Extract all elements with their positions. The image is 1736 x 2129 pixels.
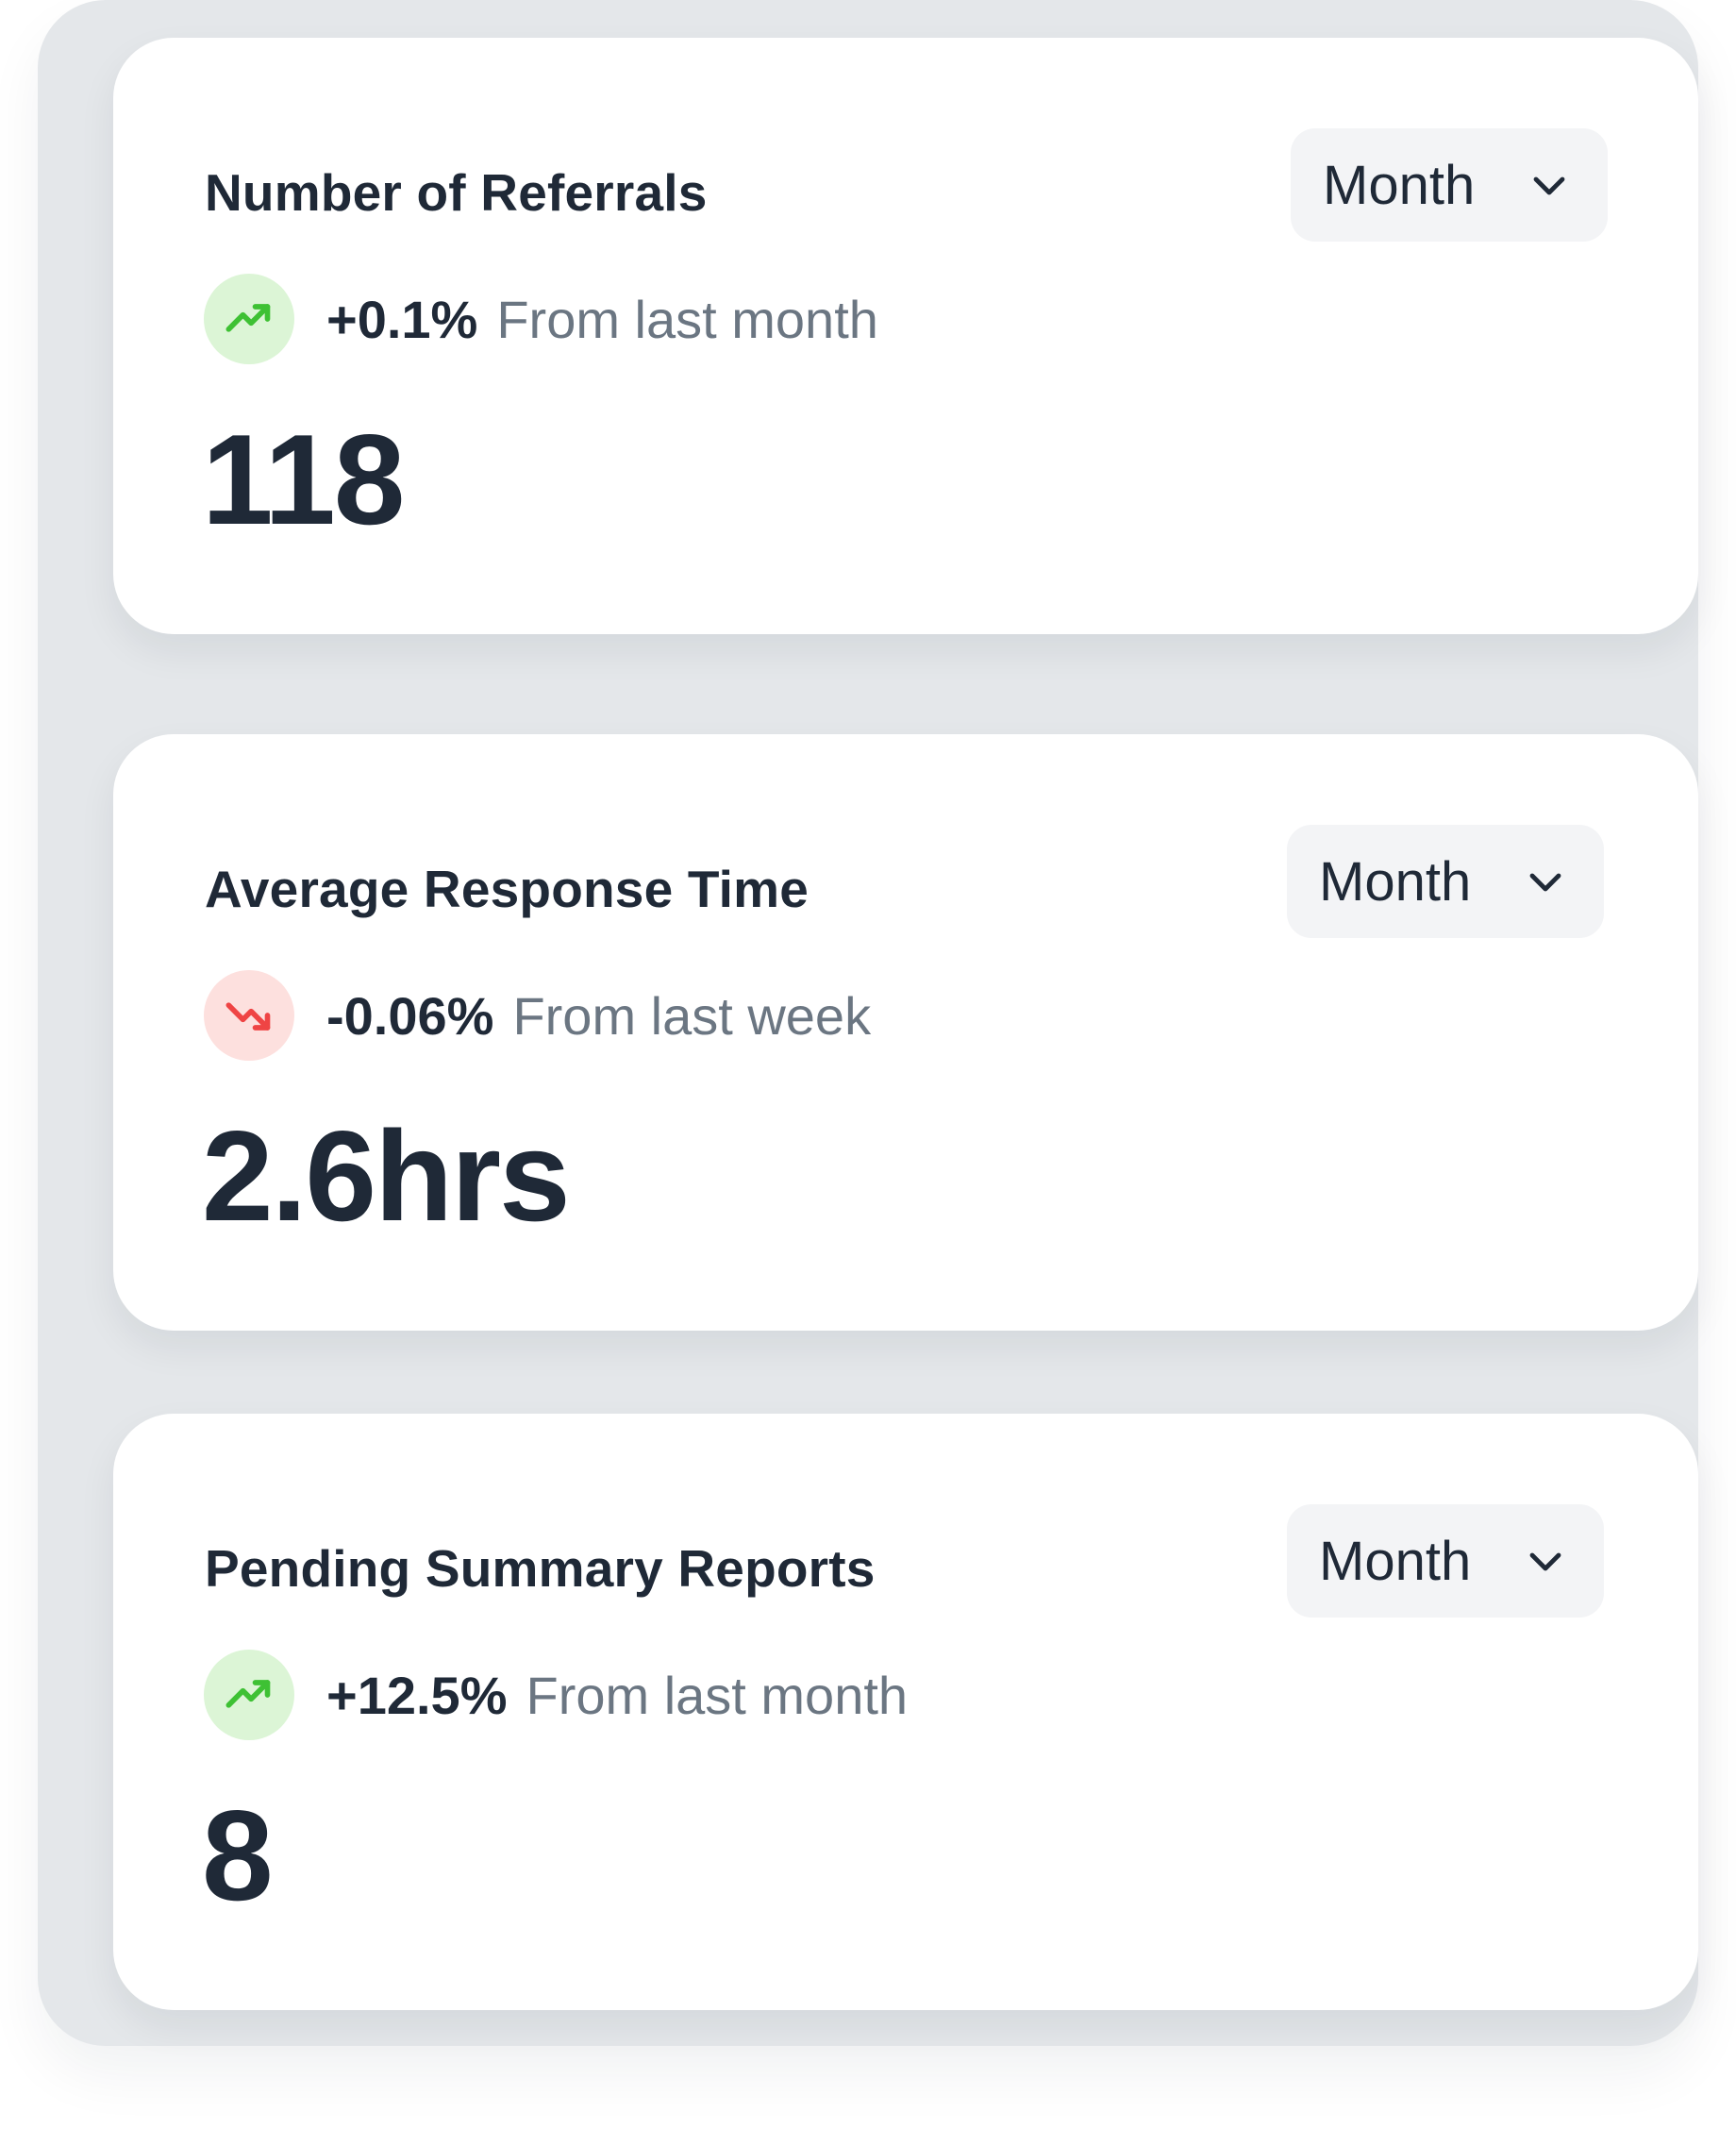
stats-panel: Number of Referrals Month +0.1% From las…	[38, 0, 1698, 2046]
trend-down-icon	[225, 1002, 271, 1031]
stat-card-response-time: Average Response Time Month -0.06% From …	[113, 734, 1698, 1331]
trend-badge	[204, 1650, 294, 1740]
period-dropdown[interactable]: Month	[1287, 1504, 1604, 1618]
stat-card-pending-reports: Pending Summary Reports Month +12.5% Fro…	[113, 1414, 1698, 2010]
stat-value: 118	[202, 408, 405, 551]
trend-badge	[204, 274, 294, 364]
trend-row: +0.1% From last month	[204, 274, 878, 364]
trend-up-icon	[225, 304, 271, 332]
card-title: Number of Referrals	[205, 163, 708, 222]
trend-change: +0.1%	[326, 289, 478, 349]
trend-badge	[204, 970, 294, 1061]
chevron-down-icon	[1529, 1552, 1561, 1571]
period-dropdown-label: Month	[1319, 850, 1472, 913]
period-dropdown-label: Month	[1323, 154, 1476, 216]
period-dropdown[interactable]: Month	[1291, 128, 1608, 242]
trend-change: +12.5%	[326, 1665, 508, 1725]
stat-value: 2.6hrs	[202, 1104, 571, 1248]
stat-value: 8	[202, 1784, 274, 1927]
card-title: Pending Summary Reports	[205, 1539, 876, 1598]
trend-up-icon	[225, 1680, 271, 1708]
period-dropdown-label: Month	[1319, 1530, 1472, 1592]
trend-note: From last month	[526, 1665, 909, 1725]
trend-row: +12.5% From last month	[204, 1650, 908, 1740]
card-title: Average Response Time	[205, 860, 810, 918]
chevron-down-icon	[1529, 873, 1561, 892]
chevron-down-icon	[1533, 176, 1565, 195]
period-dropdown[interactable]: Month	[1287, 825, 1604, 938]
trend-note: From last month	[496, 289, 878, 349]
trend-note: From last week	[512, 985, 872, 1046]
trend-row: -0.06% From last week	[204, 970, 871, 1061]
trend-change: -0.06%	[326, 985, 494, 1046]
stat-card-referrals: Number of Referrals Month +0.1% From las…	[113, 38, 1698, 634]
